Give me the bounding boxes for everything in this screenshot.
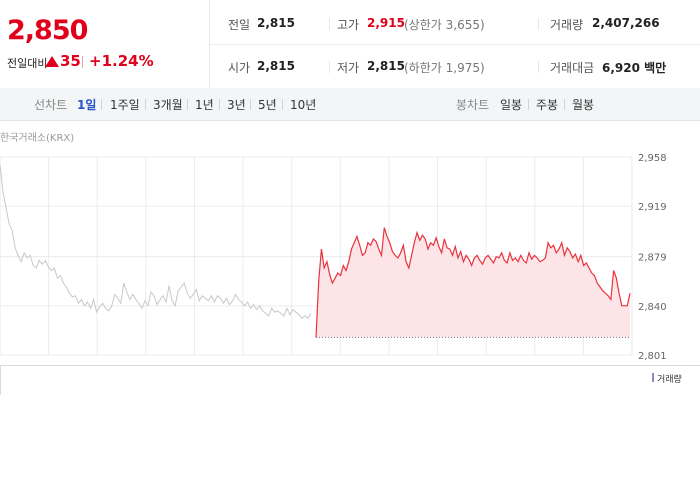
open-value: 2,815 xyxy=(257,59,295,73)
tab-weekly-candle[interactable]: 주봉 xyxy=(536,98,559,112)
chart-tabs-bar: 선차트 1일 1주일 3개월 1년 3년 5년 10년 봉차트 일봉 주봉 월봉 xyxy=(0,88,700,121)
chart-line-layer xyxy=(0,164,631,338)
change-value: 35 xyxy=(60,52,81,70)
stock-summary: 2,850 전일대비 35 +1.24% 전일 2,815 고가 2,915 (… xyxy=(0,0,700,89)
change-percent: +1.24% xyxy=(89,52,154,70)
y-tick-label: 2,879 xyxy=(638,253,667,264)
prev-close-value: 2,815 xyxy=(257,16,295,30)
amount-value: 6,920 백만 xyxy=(602,61,667,75)
tab-10-years[interactable]: 10년 xyxy=(290,98,317,112)
tab-5-years[interactable]: 5년 xyxy=(258,98,277,112)
y-axis-ticks: 2,958 2,919 2,879 2,840 2,801 xyxy=(638,153,667,362)
tab-divider xyxy=(564,99,565,110)
prev-close-label: 전일 xyxy=(228,18,251,32)
stat-divider xyxy=(329,18,330,30)
line-chart-label: 선차트 xyxy=(34,98,68,112)
low-label: 저가 xyxy=(337,61,360,75)
volume-left-border xyxy=(0,365,1,395)
volume-top-border xyxy=(0,365,700,366)
tab-divider xyxy=(282,99,283,110)
stats-divider xyxy=(210,44,700,45)
candle-chart-label: 봉차트 xyxy=(456,98,490,112)
stat-divider xyxy=(329,61,330,73)
tab-3-months[interactable]: 3개월 xyxy=(153,98,183,112)
tab-1-year[interactable]: 1년 xyxy=(195,98,214,112)
y-tick-label: 2,919 xyxy=(638,202,667,213)
tab-divider xyxy=(101,99,102,110)
high-value: 2,915 xyxy=(367,16,405,30)
data-source-label: 한국거래소(KRX) xyxy=(0,132,74,144)
change-label: 전일대비 xyxy=(7,57,48,70)
price-chart: 한국거래소(KRX) 2,958 2,919 2,879 2,840 2,801 xyxy=(0,132,667,362)
amount-label: 거래대금 xyxy=(550,61,595,75)
lower-limit: (하한가 1,975) xyxy=(404,61,485,75)
volume-legend-label: 거래량 xyxy=(657,375,682,385)
tab-divider xyxy=(187,99,188,110)
tab-1-day[interactable]: 1일 xyxy=(77,98,97,112)
tab-divider xyxy=(528,99,529,110)
stat-divider xyxy=(538,18,539,30)
upper-limit: (상한가 3,655) xyxy=(404,18,485,32)
change-divider xyxy=(82,56,83,68)
stat-divider xyxy=(538,61,539,73)
tab-divider xyxy=(219,99,220,110)
prior-price-line xyxy=(0,164,312,320)
low-value: 2,815 xyxy=(367,59,405,73)
volume-legend-swatch xyxy=(652,373,654,382)
current-price: 2,850 xyxy=(7,15,88,46)
volume-label: 거래량 xyxy=(550,18,584,32)
tab-monthly-candle[interactable]: 월봉 xyxy=(572,98,595,112)
y-tick-label: 2,801 xyxy=(638,351,667,362)
y-tick-label: 2,840 xyxy=(638,302,667,313)
tab-divider xyxy=(145,99,146,110)
tab-1-week[interactable]: 1주일 xyxy=(110,98,140,112)
high-label: 고가 xyxy=(337,18,360,32)
tab-divider xyxy=(250,99,251,110)
tab-3-years[interactable]: 3년 xyxy=(227,98,246,112)
tab-daily-candle[interactable]: 일봉 xyxy=(500,98,523,112)
up-triangle-icon xyxy=(45,56,59,67)
today-price-line xyxy=(315,227,631,338)
open-label: 시가 xyxy=(228,61,251,75)
volume-area xyxy=(0,365,700,395)
volume-value: 2,407,266 xyxy=(592,16,660,30)
y-tick-label: 2,958 xyxy=(638,153,667,164)
price-box xyxy=(0,0,210,88)
